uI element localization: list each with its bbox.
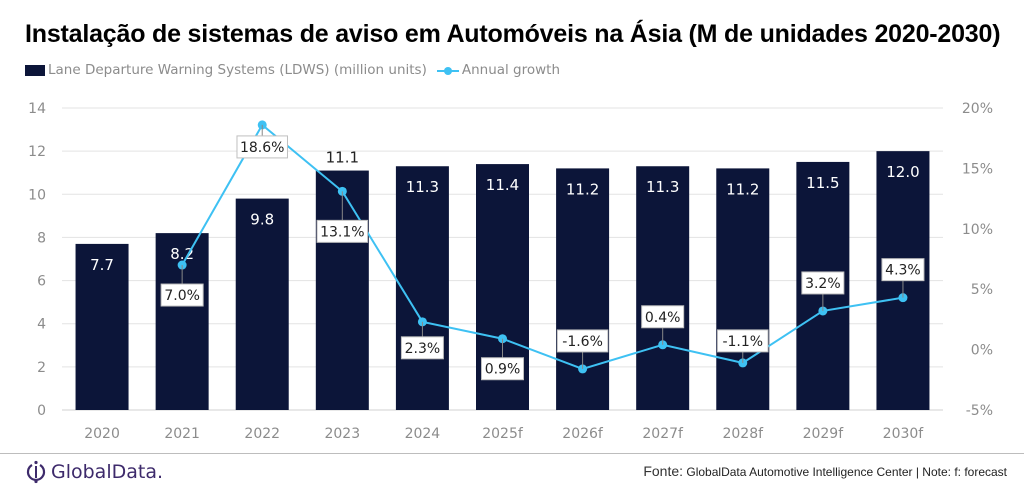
x-tick-label: 2029f: [803, 426, 845, 442]
growth-value-label: 4.3%: [885, 263, 921, 279]
bar-value-label: 11.2: [566, 180, 599, 198]
chart: 0 2 4 6 8 10 12 14 -5% 0% 5% 10% 15% 20% 7.7 8.2 9.8 11…: [28, 101, 993, 442]
bar-value-label: 11.5: [806, 174, 839, 192]
legend-bar-label: Lane Departure Warning Systems (LDWS) (m…: [48, 62, 427, 78]
x-axis-ticks: 2020 2021 2022 2023 2024 2025f 2026f 2027f 2028f…: [84, 426, 924, 442]
x-tick-label: 2023: [324, 426, 360, 442]
bar: [716, 168, 770, 410]
left-axis-ticks: 0 2 4 6 8 10 12 14: [28, 101, 46, 419]
logo-text: GlobalData.: [51, 461, 164, 483]
growth-value-label: -1.1%: [722, 334, 763, 350]
x-tick-label: 2022: [244, 426, 280, 442]
right-tick-label: 10%: [962, 222, 993, 238]
left-tick-label: 14: [28, 101, 46, 117]
right-tick-label: 15%: [962, 161, 993, 177]
legend: Lane Departure Warning Systems (LDWS) (m…: [25, 62, 560, 78]
left-tick-label: 12: [28, 144, 46, 160]
growth-label-box: [400, 336, 444, 360]
bar-value-label: 11.3: [646, 178, 679, 196]
left-tick-label: 8: [37, 230, 46, 246]
growth-label-box: [481, 357, 524, 381]
growth-value-label: 0.9%: [485, 362, 521, 378]
left-tick-label: 4: [37, 317, 46, 333]
growth-label-box: [717, 329, 769, 353]
chart-title: Instalação de sistemas de aviso em Autom…: [25, 20, 1001, 48]
growth-label-box: [801, 271, 845, 295]
x-tick-label: 2028f: [722, 426, 764, 442]
growth-line-path: [181, 123, 904, 370]
right-tick-label: 0%: [971, 343, 993, 359]
bar-value-label: 12.0: [886, 163, 919, 181]
left-tick-label: 2: [37, 360, 46, 376]
right-tick-label: 20%: [962, 101, 993, 117]
x-tick-label: 2027f: [642, 426, 684, 442]
right-tick-label: -5%: [966, 403, 993, 419]
bar-labels: 7.7 8.2 9.8 11.1 11.3 11.4 11.2 11.3 11.2 11.5 12.…: [90, 149, 920, 274]
bar-value-label: 7.7: [90, 256, 114, 274]
growth-value-label: 0.4%: [645, 310, 681, 326]
globaldata-logo: GlobalData.: [25, 460, 163, 484]
bar: [395, 166, 449, 410]
growth-value-label: 13.1%: [320, 224, 364, 240]
bar: [556, 168, 610, 410]
growth-labels: 7.0% 18.6% 13.1% 2.3% 0.9% -1.6% 0.4% -1.1% 3.2%…: [160, 124, 925, 381]
left-tick-label: 6: [37, 274, 46, 290]
growth-label-box: [556, 329, 609, 353]
bar-value-label: 11.1: [326, 149, 359, 167]
legend-bar-swatch: [25, 64, 45, 76]
x-tick-label: 2020: [84, 426, 120, 442]
source-lead: Fonte:: [643, 463, 684, 479]
right-tick-label: 5%: [971, 282, 993, 298]
bar: [235, 198, 289, 410]
growth-value-label: 18.6%: [240, 140, 284, 156]
source-text: GlobalData Automotive Intelligence Cente…: [683, 465, 1007, 479]
bar-value-label: 11.2: [726, 180, 759, 198]
bar: [75, 243, 129, 410]
footer-divider: [0, 453, 1024, 454]
growth-value-label: 3.2%: [805, 276, 841, 292]
x-tick-label: 2024: [405, 426, 441, 442]
bar-value-label: 11.3: [406, 178, 439, 196]
growth-label-box: [160, 283, 204, 307]
growth-value-label: 2.3%: [405, 341, 441, 357]
left-tick-label: 10: [28, 187, 46, 203]
left-tick-label: 0: [37, 403, 46, 419]
x-tick-label: 2030f: [883, 426, 925, 442]
growth-label-box: [881, 258, 925, 282]
legend-line-marker: [436, 65, 459, 76]
growth-value-label: 7.0%: [164, 288, 200, 304]
bar: [636, 166, 690, 410]
bar-value-label: 9.8: [250, 211, 274, 229]
growth-label-box: [316, 219, 369, 243]
right-axis-ticks: -5% 0% 5% 10% 15% 20%: [962, 101, 993, 419]
legend-line-label: Annual growth: [461, 62, 561, 78]
growth-value-label: -1.6%: [562, 334, 603, 350]
x-tick-label: 2025f: [482, 426, 524, 442]
x-tick-label: 2026f: [562, 426, 604, 442]
growth-label-box: [641, 305, 685, 329]
bar-value-label: 11.4: [486, 176, 519, 194]
globaldata-logo-icon: [26, 460, 46, 484]
x-tick-label: 2021: [164, 426, 200, 442]
bar-value-label: 8.2: [170, 245, 194, 263]
growth-label-box: [236, 135, 288, 159]
source-note: Fonte: GlobalData Automotive Intelligenc…: [643, 463, 1007, 479]
